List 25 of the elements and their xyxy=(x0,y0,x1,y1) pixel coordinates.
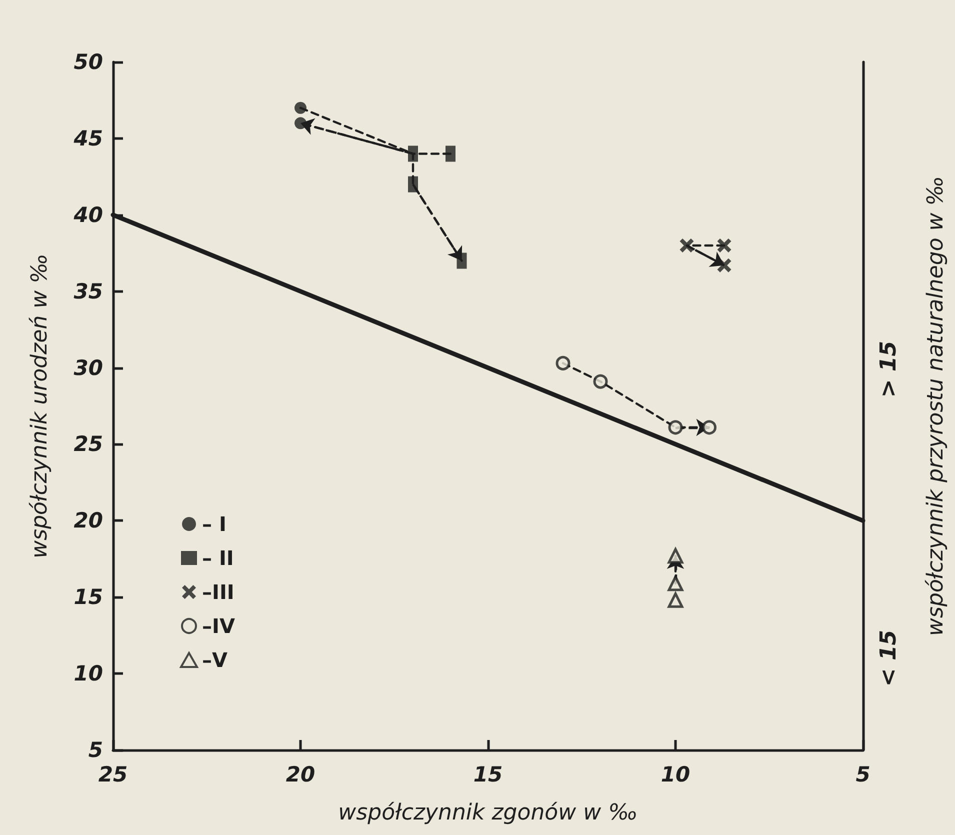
y2-axis-title: współczynnik przyrostu naturalnego w ‰ xyxy=(924,176,948,636)
legend-label: –III xyxy=(202,580,234,604)
x-tick-label: 15 xyxy=(473,762,503,786)
y-tick-label: 40 xyxy=(72,202,103,227)
text: < 15 xyxy=(876,630,902,687)
text: > 15 xyxy=(876,340,902,398)
y-tick-label: 15 xyxy=(74,585,103,610)
x-tick-label: 25 xyxy=(98,762,128,786)
legend-label: –IV xyxy=(202,614,236,638)
y-tick-label: 30 xyxy=(74,356,103,380)
y-tick-label: 20 xyxy=(74,508,103,533)
x-tick-label: 20 xyxy=(286,762,316,786)
x-tick-label: 5 xyxy=(856,762,870,786)
legend-label: –V xyxy=(202,648,228,672)
legend-label: – I xyxy=(202,512,226,536)
y-tick-label: 35 xyxy=(74,279,103,304)
x-tick-label: 10 xyxy=(660,762,690,786)
legend-label: – II xyxy=(202,546,234,570)
y-tick-label: 25 xyxy=(74,432,103,456)
x-axis-title: współczynnik zgonów w ‰ xyxy=(338,800,638,826)
y-tick-label: 5 xyxy=(88,738,103,762)
y-tick-label: 10 xyxy=(74,662,103,686)
y-tick-label: 45 xyxy=(72,126,103,150)
y-axis-title: współczynnik urodzeń w ‰ xyxy=(28,254,52,558)
y-tick-label: 50 xyxy=(74,50,103,74)
